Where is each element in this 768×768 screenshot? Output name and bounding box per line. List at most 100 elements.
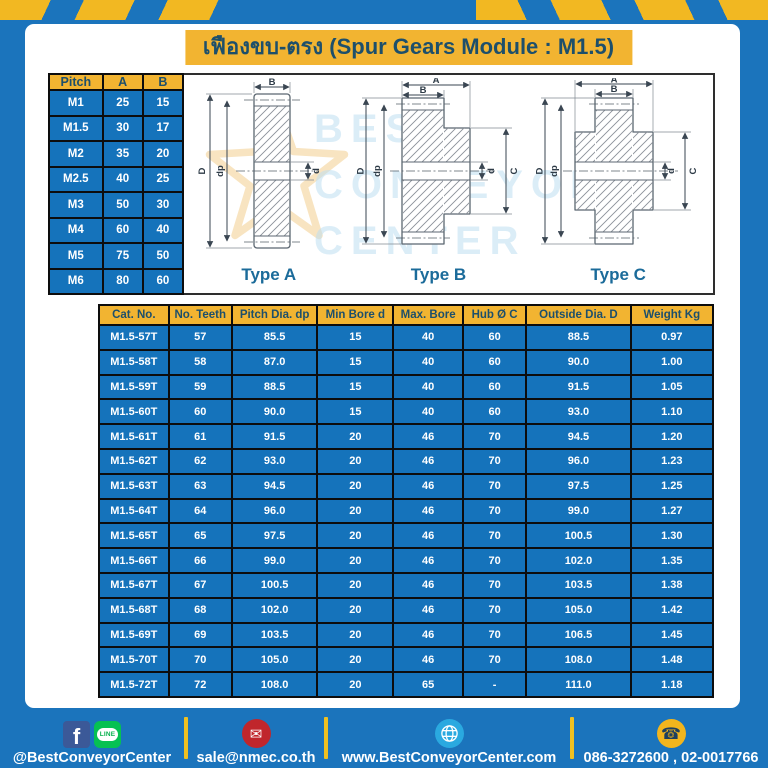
min-bore-cell: 20 <box>316 522 395 550</box>
figure-type-c: A B D dp d C Type C <box>533 75 703 285</box>
cat-no-cell: M1.5-64T <box>98 497 170 525</box>
pitch-table-row: M4 60 40 <box>48 216 185 244</box>
pitch-dia-cell: 94.5 <box>230 472 319 500</box>
no-teeth-cell: 65 <box>167 522 233 550</box>
phone-icon[interactable]: ☎ <box>656 719 686 748</box>
hub-dia-cell: 70 <box>461 646 528 674</box>
pitch-table-row: M1 25 15 <box>48 89 185 117</box>
mail-icon[interactable]: ✉ <box>241 719 271 748</box>
website-url[interactable]: www.BestConveyorCenter.com <box>341 750 557 766</box>
min-bore-cell: 20 <box>316 571 395 599</box>
globe-icon[interactable] <box>434 719 464 748</box>
b-cell: 30 <box>141 191 185 219</box>
facebook-icon[interactable]: f <box>63 721 90 748</box>
hub-dia-cell: - <box>461 671 528 698</box>
svg-text:D: D <box>355 167 366 174</box>
spec-table-row: M1.5-72T 72 108.0 20 65 - 111.0 1.18 <box>98 671 715 698</box>
b-header: B <box>141 73 185 91</box>
cat-no-header: Cat. No. <box>98 304 170 326</box>
spec-table-row: M1.5-62T 62 93.0 20 46 70 96.0 1.23 <box>98 447 715 475</box>
spec-table-row: M1.5-60T 60 90.0 15 40 60 93.0 1.10 <box>98 398 715 426</box>
no-teeth-cell: 61 <box>167 423 233 450</box>
b-cell: 50 <box>141 242 185 270</box>
pitch-dia-header: Pitch Dia. dp <box>230 304 319 326</box>
figure-type-b: A B D dp d C Type B <box>354 75 524 285</box>
hub-dia-cell: 70 <box>461 423 528 450</box>
weight-cell: 1.10 <box>629 398 715 426</box>
cat-no-cell: M1.5-72T <box>98 671 170 698</box>
outside-dia-cell: 91.5 <box>525 373 632 401</box>
figure-type-a: B D dp d Type A <box>194 77 344 285</box>
svg-text:d: d <box>666 168 677 174</box>
cat-no-cell: M1.5-66T <box>98 547 170 574</box>
outside-dia-cell: 88.5 <box>525 324 632 351</box>
hub-dia-cell: 70 <box>461 571 528 599</box>
spec-table-row: M1.5-66T 66 99.0 20 46 70 102.0 1.35 <box>98 547 715 574</box>
svg-text:B: B <box>611 84 618 95</box>
weight-cell: 1.25 <box>629 472 715 500</box>
b-cell: 17 <box>141 114 185 142</box>
no-teeth-cell: 72 <box>167 671 233 698</box>
no-teeth-cell: 67 <box>167 571 233 599</box>
a-cell: 75 <box>101 242 144 270</box>
weight-cell: 1.38 <box>629 571 715 599</box>
a-header: A <box>101 73 144 91</box>
page-title: เฟืองขบ-ตรง (Spur Gears Module : M1.5) <box>184 30 633 66</box>
max-bore-cell: 46 <box>392 497 464 525</box>
a-cell: 35 <box>101 140 144 168</box>
pitch-table-row: M5 75 50 <box>48 242 185 270</box>
svg-text:dp: dp <box>549 165 560 177</box>
pitch-dia-cell: 91.5 <box>230 423 319 450</box>
footer-email-section: ✉ sale@nmec.co.th <box>188 710 324 766</box>
hub-dia-cell: 70 <box>461 447 528 475</box>
spec-table-row: M1.5-63T 63 94.5 20 46 70 97.5 1.25 <box>98 472 715 500</box>
outside-dia-cell: 106.5 <box>525 621 632 649</box>
gear-diagram-type-a-icon: B D dp d <box>197 77 322 249</box>
line-app-icon[interactable]: LINE <box>94 721 121 748</box>
spec-box: Pitch A B M1 25 15 M1.5 30 <box>48 73 715 295</box>
no-teeth-cell: 60 <box>167 398 233 426</box>
pitch-dia-cell: 87.0 <box>230 348 319 376</box>
email-address[interactable]: sale@nmec.co.th <box>196 750 316 766</box>
hub-dia-cell: 60 <box>461 348 528 376</box>
weight-cell: 1.27 <box>629 497 715 525</box>
hub-dia-cell: 70 <box>461 497 528 525</box>
cat-no-cell: M1.5-62T <box>98 447 170 475</box>
max-bore-cell: 40 <box>392 324 464 351</box>
spec-table-row: M1.5-70T 70 105.0 20 46 70 108.0 1.48 <box>98 646 715 674</box>
min-bore-cell: 15 <box>316 348 395 376</box>
min-bore-cell: 20 <box>316 596 395 624</box>
pitch-dia-cell: 102.0 <box>230 596 319 624</box>
pitch-dia-cell: 103.5 <box>230 621 319 649</box>
svg-text:dp: dp <box>372 165 383 177</box>
cat-no-cell: M1.5-60T <box>98 398 170 426</box>
min-bore-cell: 20 <box>316 671 395 698</box>
b-cell: 40 <box>141 216 185 244</box>
outside-dia-cell: 111.0 <box>525 671 632 698</box>
spec-table-row: M1.5-64T 64 96.0 20 46 70 99.0 1.27 <box>98 497 715 525</box>
cat-no-cell: M1.5-63T <box>98 472 170 500</box>
weight-cell: 1.23 <box>629 447 715 475</box>
outside-dia-cell: 94.5 <box>525 423 632 450</box>
no-teeth-cell: 68 <box>167 596 233 624</box>
pitch-cell: M3 <box>48 191 104 219</box>
pitch-dia-cell: 85.5 <box>230 324 319 351</box>
a-cell: 25 <box>101 89 144 117</box>
gear-diagram-type-c-icon: A B D dp d C <box>535 75 699 245</box>
a-cell: 30 <box>101 114 144 142</box>
pitch-dia-cell: 96.0 <box>230 497 319 525</box>
phone-numbers[interactable]: 086-3272600 , 02-0017766 <box>583 750 759 766</box>
social-handle[interactable]: @BestConveyorCenter <box>12 750 172 766</box>
max-bore-cell: 46 <box>392 596 464 624</box>
pitch-table-row: M6 80 60 <box>48 267 185 295</box>
no-teeth-cell: 63 <box>167 472 233 500</box>
weight-cell: 1.35 <box>629 547 715 574</box>
spec-table-row: M1.5-61T 61 91.5 20 46 70 94.5 1.20 <box>98 423 715 450</box>
b-cell: 25 <box>141 165 185 193</box>
svg-text:d: d <box>311 168 322 174</box>
weight-cell: 1.48 <box>629 646 715 674</box>
spec-table-row: M1.5-65T 65 97.5 20 46 70 100.5 1.30 <box>98 522 715 550</box>
footer-divider <box>184 717 188 759</box>
outside-dia-header: Outside Dia. D <box>525 304 632 326</box>
pitch-header: Pitch <box>48 73 104 91</box>
